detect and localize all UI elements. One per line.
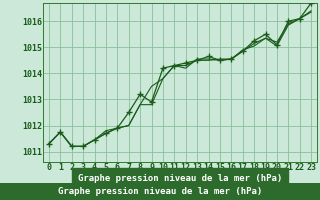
X-axis label: Graphe pression niveau de la mer (hPa): Graphe pression niveau de la mer (hPa) [78,174,282,183]
Text: Graphe pression niveau de la mer (hPa): Graphe pression niveau de la mer (hPa) [58,187,262,196]
